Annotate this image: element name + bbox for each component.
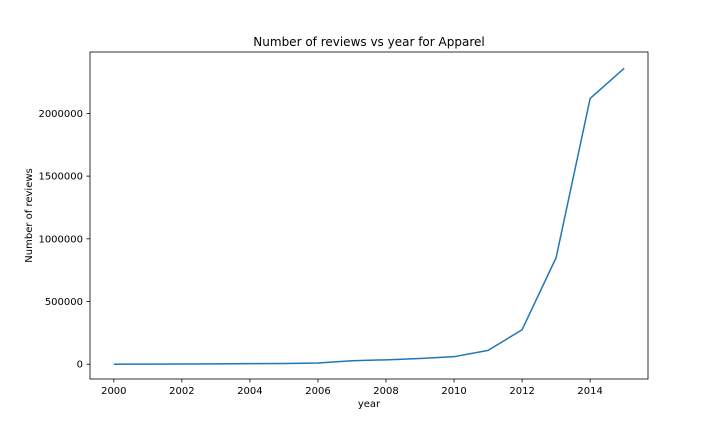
y-axis-title: Number of reviews (24, 168, 35, 262)
x-tick-label: 2006 (305, 386, 330, 397)
x-tick-label: 2000 (101, 386, 126, 397)
x-tick-label: 2008 (373, 386, 398, 397)
y-tick-label: 0 (77, 360, 83, 371)
x-tick-label: 2002 (169, 386, 194, 397)
y-tick-label: 1500000 (38, 172, 83, 183)
y-tick-label: 500000 (45, 297, 83, 308)
y-axis-ticks: 0 500000 1000000 1500000 2000000 (38, 109, 90, 371)
y-tick-label: 1000000 (38, 234, 83, 245)
x-tick-label: 2004 (237, 386, 262, 397)
x-tick-label: 2012 (509, 386, 534, 397)
y-tick-label: 2000000 (38, 109, 83, 120)
x-tick-label: 2014 (577, 386, 602, 397)
chart-title: Number of reviews vs year for Apparel (253, 35, 484, 49)
x-axis-title: year (358, 399, 381, 410)
x-axis-ticks: 2000 2002 2004 2006 2008 2010 2012 2014 (101, 379, 603, 397)
plot-area (89, 51, 649, 380)
series-line (113, 67, 625, 365)
x-tick-label: 2010 (441, 386, 466, 397)
